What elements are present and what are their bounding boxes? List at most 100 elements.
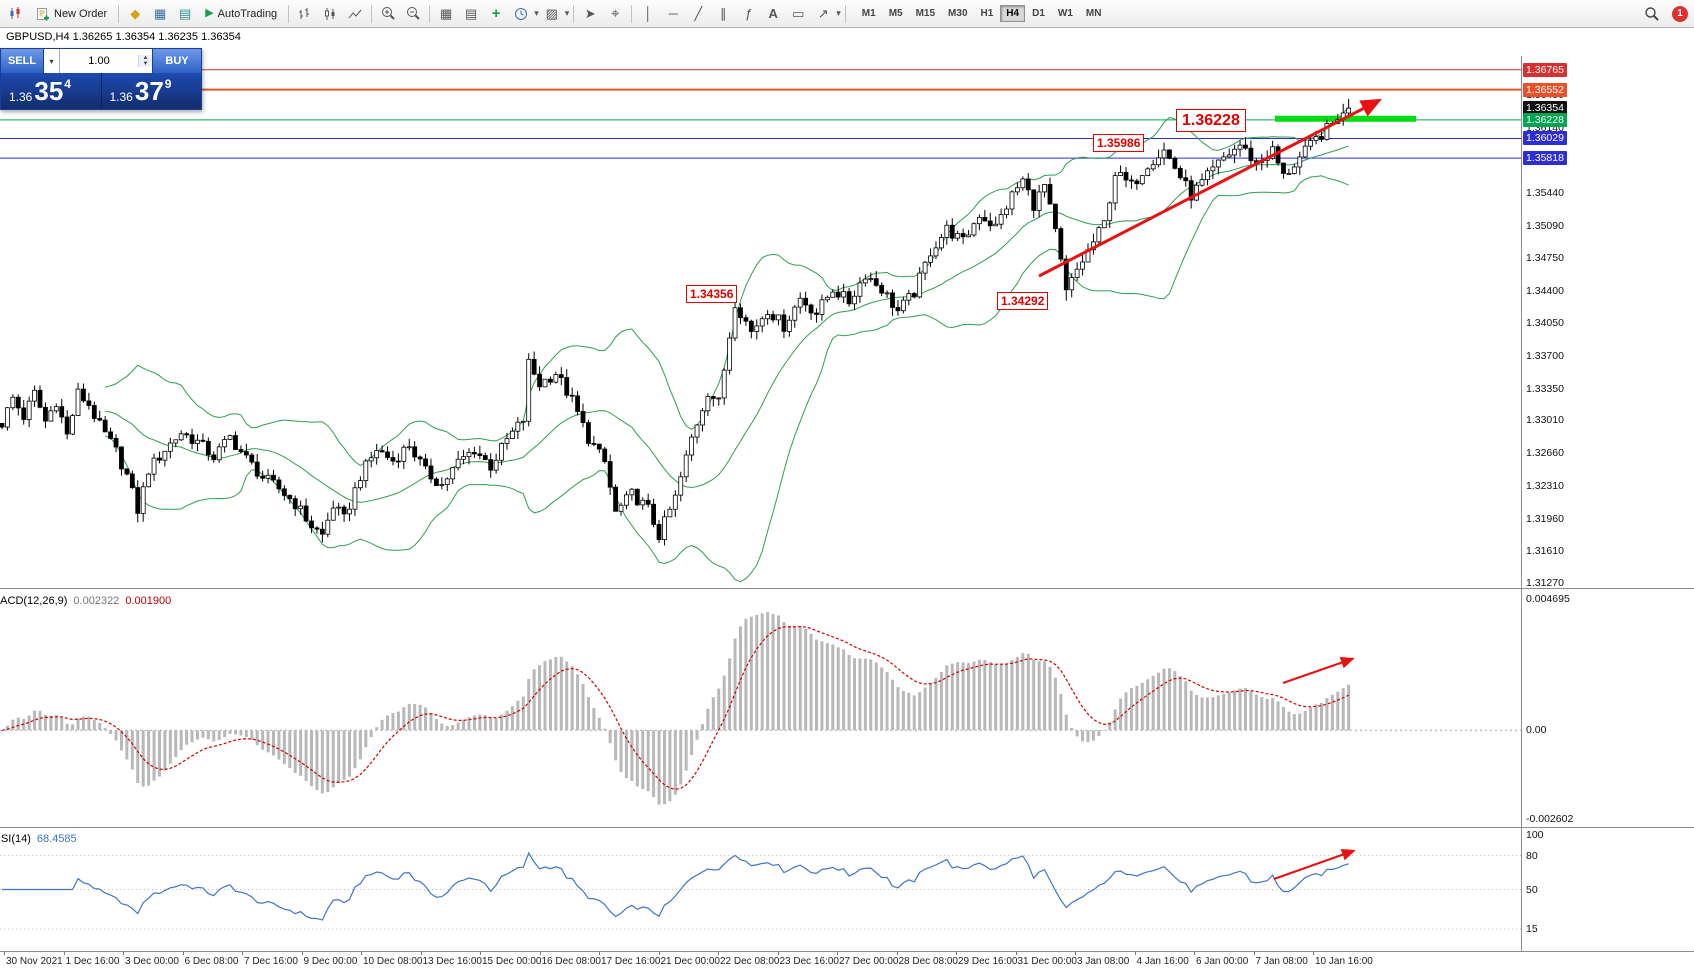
chart-window-icon[interactable] [4, 2, 28, 26]
label-tool-icon[interactable]: ▭ [792, 6, 805, 21]
timeframe-h1[interactable]: H1 [980, 8, 994, 19]
timeframe-m1[interactable]: M1 [861, 8, 876, 19]
sell-button[interactable]: SELL [1, 49, 44, 73]
time-tick [539, 952, 541, 955]
shapes-caret-icon[interactable]: ▾ [836, 8, 841, 18]
timeframe-m30[interactable]: M30 [948, 8, 968, 19]
tile-windows-icon[interactable]: ▦ [440, 6, 453, 21]
periods-icon[interactable] [509, 2, 533, 26]
zoom-in-icon[interactable] [376, 2, 400, 26]
price-annotation[interactable]: 1.34356 [686, 285, 738, 303]
bar-chart-type-icon[interactable] [293, 2, 317, 26]
timeframe-h4[interactable]: H4 [1000, 5, 1026, 22]
time-axis-label: 10 Dec 08:00 [363, 956, 423, 967]
search-icon[interactable] [1640, 2, 1664, 26]
shapes-tool-icon[interactable]: ↗ [817, 6, 829, 21]
rsi-panel-canvas[interactable] [0, 828, 1521, 951]
new-order-button[interactable]: New Order [29, 3, 114, 25]
text-tool-icon[interactable]: A [768, 6, 778, 21]
price-annotation[interactable]: 1.35986 [1093, 134, 1145, 152]
timeframe-mn[interactable]: MN [1085, 8, 1102, 19]
zoom-in-glyph [381, 7, 395, 20]
buy-price-big: 37 [134, 75, 164, 106]
chart-ohlc-label: GBPUSD,H4 1.36265 1.36354 1.36235 1.3635… [6, 31, 241, 43]
rsi-indicator-label: RSI(14) 68.4585 [0, 833, 77, 845]
templates-caret-icon[interactable]: ▾ [564, 8, 570, 18]
time-axis-label: 10 Jan 16:00 [1315, 956, 1373, 967]
zoom-out-icon[interactable] [401, 2, 425, 26]
buy-price-pip: 9 [164, 77, 172, 91]
periods-caret-icon[interactable]: ▾ [534, 8, 539, 18]
buy-price-display[interactable]: 1.36 37 9 [102, 73, 202, 109]
price-badge: 1.36354 [1523, 101, 1567, 116]
toolbar-separator [288, 4, 290, 23]
volume-up-button[interactable]: ▲ [139, 55, 152, 61]
time-tick [361, 952, 362, 955]
cursor-tool-icon[interactable]: ➤ [584, 6, 596, 21]
navigator-icon[interactable]: ▤ [179, 6, 192, 21]
fibonacci-tool-icon[interactable]: ƒ [744, 6, 752, 21]
rsi-axis-label: 100 [1526, 829, 1544, 841]
line-chart-type-icon[interactable] [343, 2, 367, 26]
panel-separator[interactable] [0, 827, 1694, 828]
order-type-dropdown[interactable]: ▾ [44, 49, 60, 73]
zoom-out-glyph [406, 7, 420, 20]
time-tick [1313, 952, 1314, 955]
sell-price-pip: 4 [64, 77, 71, 91]
ohlc-bars-glyph [299, 7, 310, 19]
templates-icon[interactable]: ▨ [545, 6, 558, 21]
time-tick [242, 952, 243, 955]
time-tick [718, 952, 719, 955]
price-axis-label: 1.33010 [1526, 414, 1564, 427]
horizontal-line-tool-icon[interactable]: ─ [668, 6, 678, 21]
timeframe-m5[interactable]: M5 [888, 8, 903, 19]
price-badge: 1.36029 [1523, 131, 1567, 146]
macd-title: MACD(12,26,9) [0, 595, 68, 607]
price-axis-label: 1.33700 [1526, 349, 1564, 362]
price-axis-label: 1.31960 [1526, 512, 1564, 525]
time-axis-label: 30 Nov 2021 [6, 956, 63, 967]
vertical-line-tool-icon[interactable]: │ [644, 6, 653, 21]
market-watch-icon[interactable]: ▦ [154, 6, 167, 21]
candlestick-chart-type-icon[interactable] [318, 2, 342, 26]
autotrading-button[interactable]: ▶ AutoTrading [198, 3, 284, 25]
cascade-windows-icon[interactable]: ▤ [465, 6, 478, 21]
toolbar-separator [118, 4, 120, 23]
macd-axis-label: 0.00 [1526, 724, 1547, 737]
channel-tool-icon[interactable]: ∥ [720, 6, 727, 21]
trendline-tool-icon[interactable]: ╱ [694, 6, 703, 21]
time-axis-label: 6 Dec 08:00 [184, 956, 239, 967]
macd-panel-canvas[interactable] [0, 589, 1521, 827]
price-axis-label: 1.31610 [1526, 545, 1564, 558]
time-tick [301, 952, 303, 955]
timeframe-m15[interactable]: M15 [915, 8, 936, 19]
time-tick [599, 952, 600, 955]
time-tick [777, 952, 779, 955]
volume-spinner: ▲ ▼ [138, 55, 152, 67]
buy-button[interactable]: BUY [152, 49, 201, 73]
timeframe-d1[interactable]: D1 [1032, 8, 1045, 19]
timeframe-w1[interactable]: W1 [1057, 8, 1073, 19]
sell-price-display[interactable]: 1.36 35 4 [1, 73, 102, 109]
macd-axis-label: -0.002602 [1526, 813, 1574, 825]
panel-separator[interactable] [0, 588, 1694, 589]
price-annotation[interactable]: 1.34292 [997, 292, 1049, 310]
notification-badge[interactable]: 1 [1672, 5, 1688, 22]
price-annotation[interactable]: 1.36228 [1176, 109, 1246, 132]
main-chart-canvas[interactable] [0, 56, 1521, 588]
time-axis-label: 3 Dec 00:00 [125, 956, 179, 967]
indicators-icon[interactable]: + [491, 5, 501, 22]
toolbar-separator [844, 4, 846, 23]
time-axis-label: 22 Dec 08:00 [720, 956, 780, 967]
metaeditor-icon[interactable]: ◆ [130, 6, 141, 21]
chart-area: 1.364901.361401.357901.354401.350901.347… [0, 28, 1694, 972]
volume-input[interactable] [60, 54, 138, 68]
crosshair-tool-icon[interactable]: ⌖ [611, 5, 620, 22]
price-badge: 1.36552 [1523, 82, 1567, 97]
volume-down-button[interactable]: ▼ [139, 61, 152, 67]
time-axis-label: 13 Dec 16:00 [422, 956, 483, 967]
toolbar-separator [429, 4, 431, 23]
toolbar-separator [371, 4, 373, 23]
time-axis-label: 9 Dec 00:00 [303, 956, 358, 967]
